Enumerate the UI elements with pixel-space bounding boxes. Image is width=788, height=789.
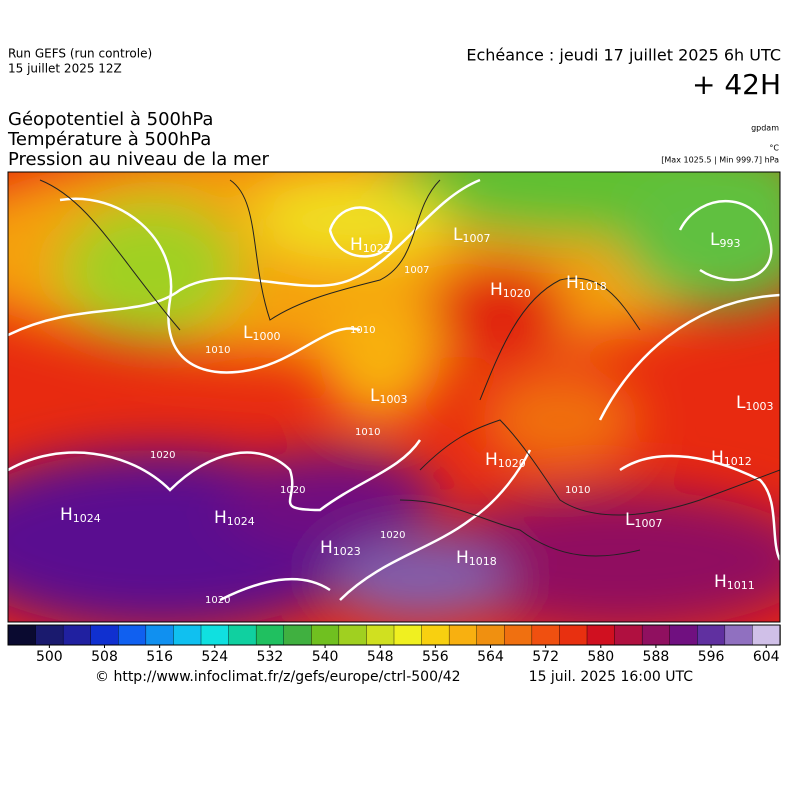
field-shading bbox=[8, 172, 780, 622]
colorbar-tick-label: 580 bbox=[587, 649, 614, 665]
isobar-label: 1007 bbox=[404, 265, 429, 276]
unit-celsius: °C bbox=[769, 144, 779, 153]
pressure-center: H1020 bbox=[485, 450, 526, 470]
colorbar-swatch bbox=[338, 624, 368, 646]
isobar-label: 1010 bbox=[565, 485, 590, 496]
pressure-center: H1018 bbox=[566, 273, 607, 293]
colorbar-frame bbox=[7, 624, 781, 646]
pressure-range: [Max 1025.5 | Min 999.7] hPa bbox=[661, 156, 779, 165]
title-pressure: Pression au niveau de la mer bbox=[8, 149, 270, 170]
colorbar-swatch bbox=[255, 624, 285, 646]
colorbar-tick-label: 588 bbox=[643, 649, 670, 665]
colorbar-tick-label: 516 bbox=[146, 649, 173, 665]
colorbar-tick-label: 564 bbox=[477, 649, 504, 665]
lead-time: + 42H bbox=[692, 68, 781, 101]
title-temperature: Température à 500hPa bbox=[7, 129, 211, 150]
colorbar-swatch bbox=[476, 624, 505, 646]
colorbar-tick-label: 548 bbox=[367, 649, 394, 665]
colorbar-swatch bbox=[559, 624, 588, 646]
colorbar-swatch bbox=[118, 624, 147, 646]
colorbar-swatch bbox=[35, 624, 64, 646]
pressure-center: H1012 bbox=[711, 448, 752, 468]
colorbar-tick-label: 596 bbox=[698, 649, 725, 665]
run-date: 15 juillet 2025 12Z bbox=[8, 62, 122, 76]
colorbar-swatch bbox=[724, 624, 754, 646]
colorbar-swatch bbox=[7, 624, 37, 646]
colorbar-tick-label: 524 bbox=[201, 649, 228, 665]
map-frame bbox=[7, 171, 781, 623]
isobar-label: 1020 bbox=[280, 485, 305, 496]
pressure-center: L1000 bbox=[243, 323, 280, 343]
colorbar-swatch bbox=[145, 624, 175, 646]
colorbar-tick-label: 540 bbox=[312, 649, 339, 665]
colorbar-tick-label: 500 bbox=[36, 649, 63, 665]
colorbar-swatch bbox=[283, 624, 312, 646]
colorbar-swatch bbox=[62, 624, 92, 646]
pressure-center: L1007 bbox=[625, 510, 662, 530]
colorbar-tick-label: 556 bbox=[422, 649, 449, 665]
pressure-center: H1011 bbox=[714, 572, 755, 592]
colorbar-swatch bbox=[228, 624, 257, 646]
colorbar-swatch bbox=[200, 624, 230, 646]
colorbar-swatch bbox=[421, 624, 450, 646]
colorbar-swatch bbox=[173, 624, 202, 646]
isobar-label: 1010 bbox=[350, 325, 375, 336]
pressure-center: H1023 bbox=[320, 538, 361, 558]
colorbar: 500 508 516 524 532 540 548 556 564 572 580 588 596 6… bbox=[7, 624, 781, 665]
colorbar-swatch bbox=[669, 624, 698, 646]
isobar-label: 1020 bbox=[150, 450, 175, 461]
colorbar-swatch bbox=[393, 624, 423, 646]
pressure-center: L1003 bbox=[370, 386, 407, 406]
coastlines bbox=[39, 179, 780, 557]
source-url: © http://www.infoclimat.fr/z/gefs/europe… bbox=[95, 669, 461, 685]
colorbar-swatch bbox=[90, 624, 119, 646]
pressure-center: H1018 bbox=[456, 548, 497, 568]
pressure-center: H1024 bbox=[60, 505, 101, 525]
unit-gpdam: gpdam bbox=[751, 124, 779, 133]
map: H1022 L1007 L993 H1020 H1018 L1000 L1003… bbox=[8, 172, 780, 622]
forecast-time: Echéance : jeudi 17 juillet 2025 6h UTC bbox=[466, 46, 781, 65]
colorbar-tick-label: 572 bbox=[532, 649, 559, 665]
colorbar-swatch bbox=[504, 624, 533, 646]
pressure-center: H1024 bbox=[214, 508, 255, 528]
colorbar-swatch bbox=[311, 624, 340, 646]
contours bbox=[8, 178, 780, 602]
colorbar-swatch bbox=[531, 624, 561, 646]
title-geopotential: Géopotentiel à 500hPa bbox=[8, 109, 213, 130]
colorbar-swatch bbox=[614, 624, 643, 646]
colorbar-swatch bbox=[697, 624, 726, 646]
isobar-label: 1020 bbox=[380, 530, 405, 541]
colorbar-swatch bbox=[586, 624, 616, 646]
isobar-label: 1020 bbox=[205, 595, 230, 606]
issue-date: 15 juil. 2025 16:00 UTC bbox=[529, 669, 694, 685]
isobar-label: 1010 bbox=[205, 345, 230, 356]
pressure-center: L993 bbox=[710, 230, 740, 250]
pressure-center: L1003 bbox=[736, 393, 773, 413]
run-name: Run GEFS (run controle) bbox=[8, 47, 152, 61]
pressure-center: L1007 bbox=[453, 225, 490, 245]
colorbar-swatch bbox=[366, 624, 395, 646]
colorbar-tick-label: 604 bbox=[753, 649, 780, 665]
colorbar-tick-label: 508 bbox=[91, 649, 118, 665]
colorbar-tick-label: 532 bbox=[257, 649, 284, 665]
pressure-center: H1022 bbox=[350, 235, 391, 255]
isobar-label: 1010 bbox=[355, 427, 380, 438]
colorbar-swatch bbox=[448, 624, 478, 646]
pressure-center: H1020 bbox=[490, 280, 531, 300]
colorbar-swatch bbox=[752, 624, 781, 646]
colorbar-swatch bbox=[641, 624, 671, 646]
